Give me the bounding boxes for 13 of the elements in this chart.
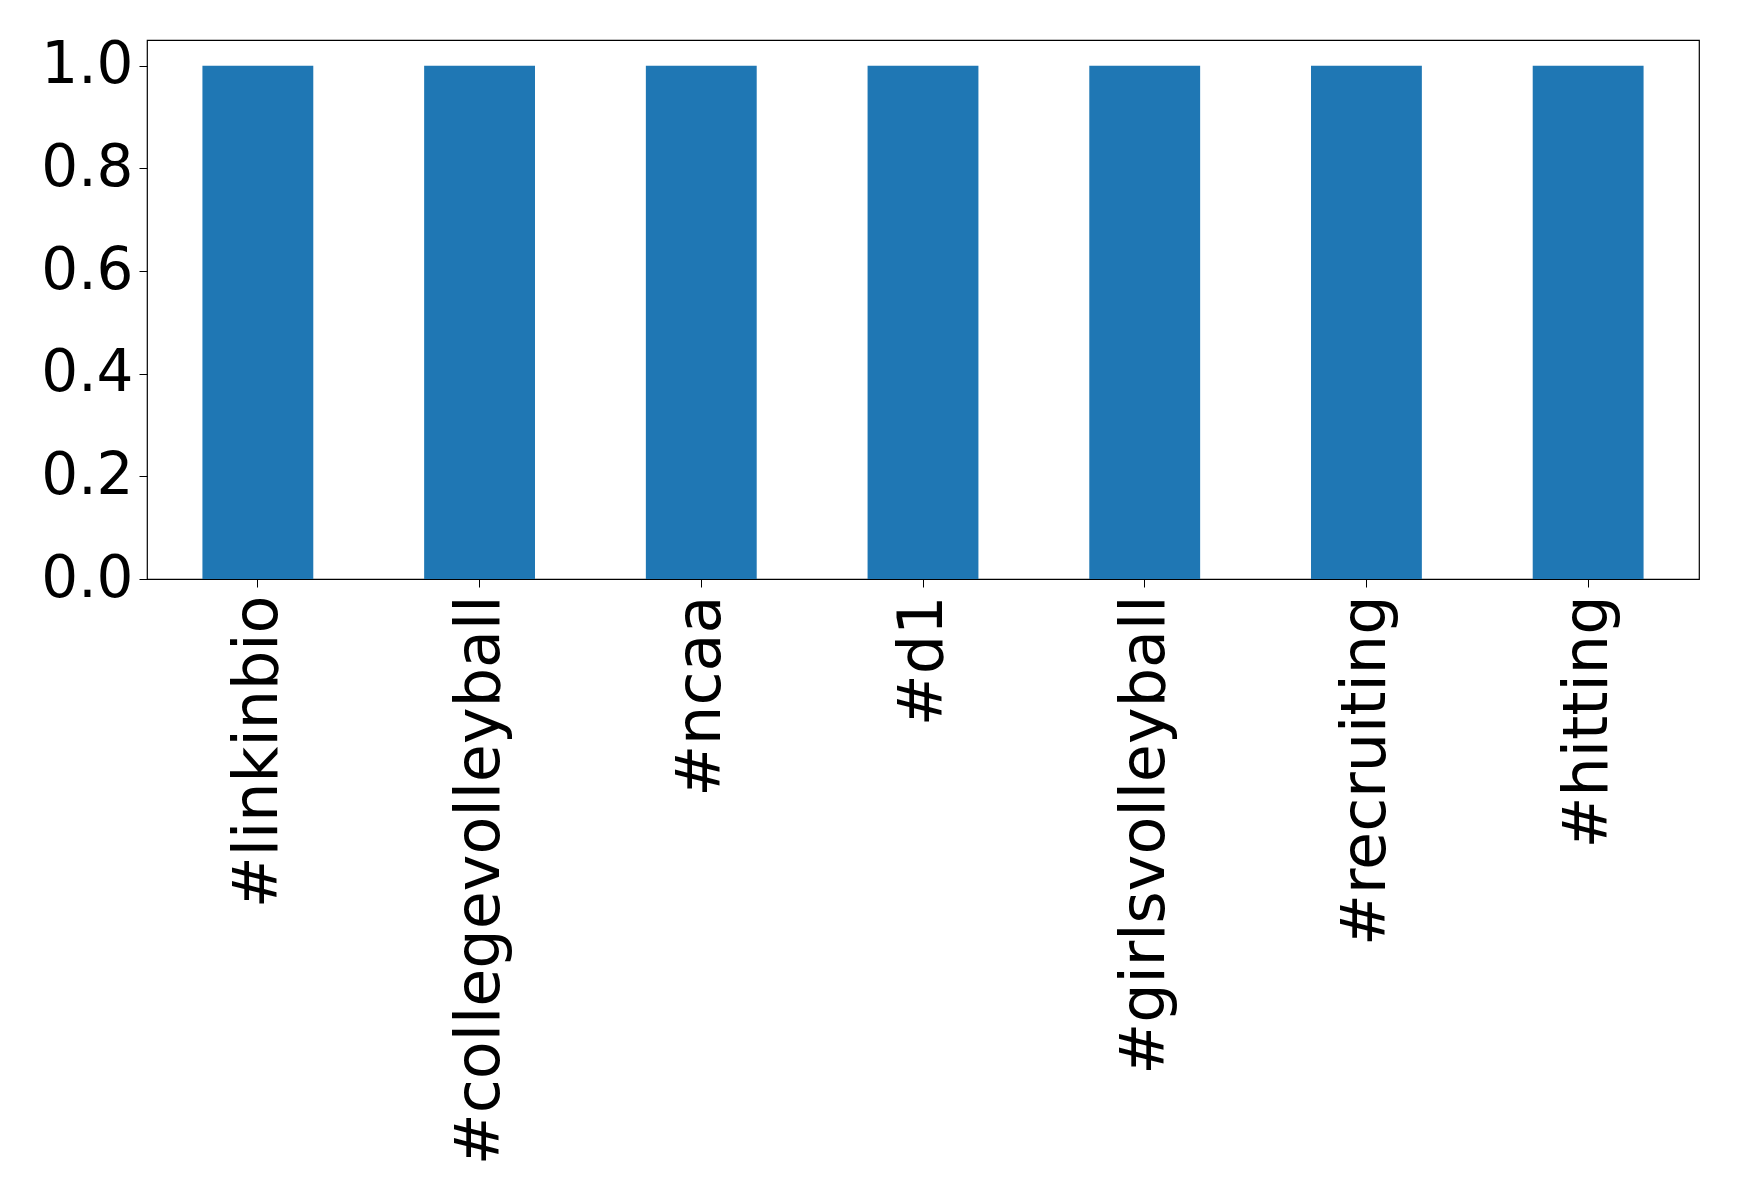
- y-tick-label: 0.0: [41, 542, 134, 611]
- x-tick-label: #ncaa: [662, 595, 736, 797]
- y-tick-label: 0.2: [41, 439, 134, 508]
- x-tick-label: #d1: [884, 595, 957, 727]
- x-tick-label: #linkinbio: [218, 595, 292, 909]
- x-tick-label: #girlsvolleyball: [1105, 595, 1179, 1075]
- y-tick-label: 0.6: [41, 234, 134, 303]
- x-tick-label: #hitting: [1549, 595, 1623, 849]
- x-tick-label: #collegevolleyball: [440, 595, 514, 1166]
- x-tick-label: #recruiting: [1327, 595, 1401, 947]
- y-tick-label: 0.8: [41, 131, 134, 200]
- y-tick-label: 1.0: [41, 29, 134, 98]
- y-tick-label: 0.4: [41, 337, 134, 406]
